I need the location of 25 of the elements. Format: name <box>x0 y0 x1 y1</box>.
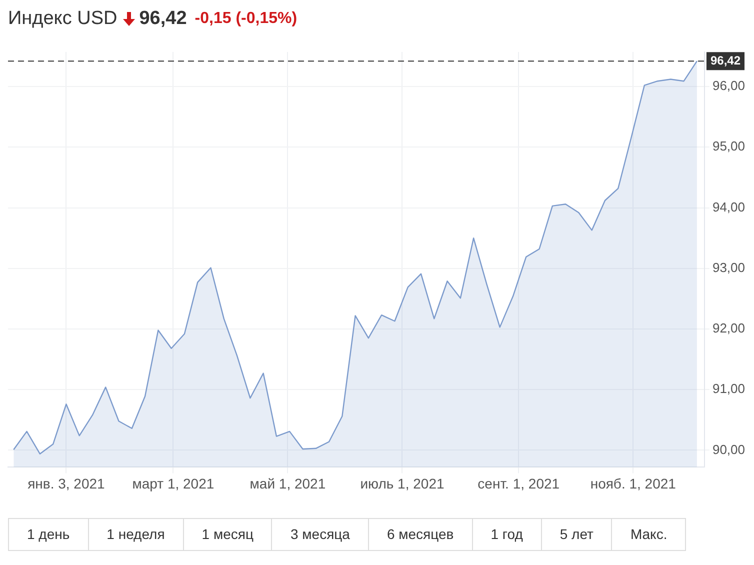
y-tick-label: 92,00 <box>712 320 746 336</box>
text: 1 год <box>472 519 542 550</box>
text: 3 месяца <box>272 519 369 550</box>
text: Макс. <box>629 525 668 544</box>
y-tick-label: 91,00 <box>712 381 746 396</box>
text: -0,15 (-0,15%) <box>194 10 298 28</box>
text: 96,42 <box>139 8 187 30</box>
x-tick-label: май 1, 2021 <box>250 475 326 492</box>
x-tick-label: янв. 3, 2021 <box>28 475 106 492</box>
x-tick-label: июль 1, 2021 <box>360 475 444 492</box>
y-tick-label: 90,00 <box>712 442 746 457</box>
text: 1 месяц <box>184 519 272 550</box>
text: 5 лет <box>542 519 612 550</box>
x-tick-label: сент. 1, 2021 <box>478 475 560 492</box>
y-tick-label: 95,00 <box>712 138 746 154</box>
chart-title: Индекс USD <box>8 8 118 30</box>
y-tick-label: 94,00 <box>712 199 746 214</box>
text: 6 месяцев <box>368 519 473 550</box>
text: 1 день <box>9 519 89 550</box>
text: 1 неделя <box>88 519 184 550</box>
y-tick-label: 96,00 <box>712 78 746 94</box>
ref-line-label: 96,42 <box>710 53 741 68</box>
x-tick-label: нояб. 1, 2021 <box>590 475 676 492</box>
x-tick-label: март 1, 2021 <box>132 475 214 492</box>
y-tick-label: 93,00 <box>712 260 746 275</box>
